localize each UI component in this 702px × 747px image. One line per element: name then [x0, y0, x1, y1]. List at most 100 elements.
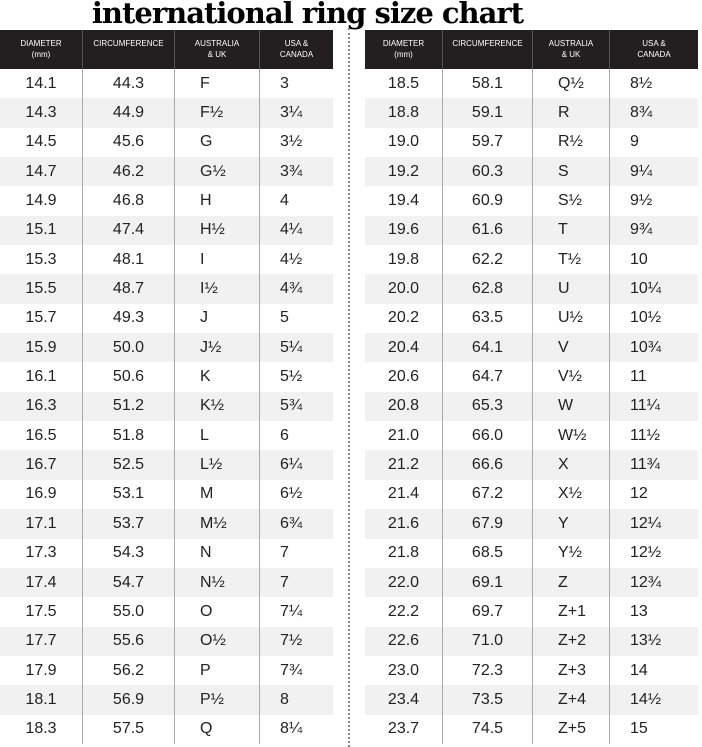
cell-australia-uk: I — [175, 245, 260, 275]
table-row: 14.3 44.9 F½ 3¼ — [0, 98, 333, 128]
cell-usa-canada: 8½ — [630, 74, 653, 92]
cell-diameter: 19.0 — [365, 127, 443, 158]
cell-circumference: 45.6 — [83, 127, 175, 158]
cell-diameter: 14.1 — [0, 69, 83, 99]
cell-usa-canada: 3¼ — [280, 104, 303, 122]
table-row: 18.3 57.5 Q 8¼ — [0, 714, 333, 744]
cell-usa-canada: 4½ — [280, 250, 303, 268]
cell-circumference: 67.9 — [443, 509, 533, 539]
table-row: 22.2 69.7 Z+1 13 — [365, 597, 698, 627]
cell-circumference: 59.1 — [443, 98, 533, 128]
cell-australia-uk: K — [175, 362, 260, 392]
table-row: 21.0 66.0 W½ 11½ — [365, 421, 698, 451]
cell-diameter: 19.4 — [365, 186, 443, 216]
cell-usa-canada: 8¾ — [630, 104, 653, 122]
ring-size-table-right: DIAMETER (mm) CIRCUMFERENCE AUSTRALIA & UK… — [365, 30, 698, 744]
cell-australia-uk: L½ — [175, 450, 260, 480]
header-usa-canada: USA & CANADA — [637, 39, 671, 59]
cell-circumference: 47.4 — [83, 215, 175, 246]
cell-circumference: 48.7 — [83, 274, 175, 304]
cell-circumference: 54.7 — [83, 567, 175, 598]
cell-diameter: 18.8 — [365, 98, 443, 128]
cell-australia-uk: Z+4 — [533, 685, 610, 715]
cell-diameter: 17.5 — [0, 597, 83, 627]
cell-diameter: 18.1 — [0, 685, 83, 715]
cell-diameter: 16.5 — [0, 421, 83, 451]
cell-diameter: 16.7 — [0, 450, 83, 480]
cell-australia-uk: T½ — [533, 245, 610, 275]
cell-circumference: 73.5 — [443, 685, 533, 715]
table-row: 21.6 67.9 Y 12¼ — [365, 509, 698, 539]
cell-usa-canada: 14 — [630, 661, 648, 679]
cell-australia-uk: K½ — [175, 391, 260, 422]
cell-diameter: 20.2 — [365, 303, 443, 334]
header-circumference: CIRCUMFERENCE — [83, 30, 175, 69]
table-row: 17.4 54.7 N½ 7 — [0, 567, 333, 598]
cell-australia-uk: Z+3 — [533, 655, 610, 686]
cell-australia-uk: X½ — [533, 479, 610, 510]
header-diameter: DIAMETER (mm) — [365, 30, 443, 69]
cell-australia-uk: R — [533, 98, 610, 128]
cell-diameter: 21.0 — [365, 421, 443, 451]
cell-circumference: 60.9 — [443, 186, 533, 216]
table-row: 14.1 44.3 F 3 — [0, 69, 333, 99]
ring-size-table-left: DIAMETER (mm) CIRCUMFERENCE AUSTRALIA & UK… — [0, 30, 333, 744]
cell-circumference: 58.1 — [443, 69, 533, 99]
table-row: 16.3 51.2 K½ 5¾ — [0, 391, 333, 422]
cell-circumference: 50.0 — [83, 333, 175, 363]
table-row: 18.8 59.1 R 8¾ — [365, 98, 698, 128]
cell-diameter: 21.2 — [365, 450, 443, 480]
cell-usa-canada: 10¼ — [630, 280, 662, 298]
cell-circumference: 55.6 — [83, 626, 175, 656]
cell-circumference: 74.5 — [443, 714, 533, 744]
table-row: 21.8 68.5 Y½ 12½ — [365, 538, 698, 568]
cell-usa-canada: 4¼ — [280, 221, 303, 239]
table-row: 15.3 48.1 I 4½ — [0, 245, 333, 275]
cell-diameter: 17.3 — [0, 538, 83, 568]
cell-usa-canada: 13 — [630, 602, 648, 620]
table-row: 16.7 52.5 L½ 6¼ — [0, 450, 333, 480]
cell-circumference: 64.7 — [443, 362, 533, 392]
header-circumference: CIRCUMFERENCE — [443, 30, 533, 69]
table-row: 15.7 49.3 J 5 — [0, 303, 333, 334]
cell-australia-uk: V — [533, 333, 610, 363]
table-row: 14.9 46.8 H 4 — [0, 186, 333, 216]
cell-circumference: 46.2 — [83, 157, 175, 187]
cell-circumference: 59.7 — [443, 127, 533, 158]
table-row: 18.1 56.9 P½ 8 — [0, 685, 333, 715]
table-row: 20.6 64.7 V½ 11 — [365, 362, 698, 392]
cell-circumference: 55.0 — [83, 597, 175, 627]
cell-usa-canada: 6¾ — [280, 514, 303, 532]
cell-usa-canada: 3½ — [280, 133, 303, 151]
cell-diameter: 20.6 — [365, 362, 443, 392]
cell-circumference: 46.8 — [83, 186, 175, 216]
cell-diameter: 23.4 — [365, 685, 443, 715]
cell-circumference: 56.9 — [83, 685, 175, 715]
cell-usa-canada: 4¾ — [280, 280, 303, 298]
cell-diameter: 14.5 — [0, 127, 83, 158]
cell-diameter: 14.9 — [0, 186, 83, 216]
cell-diameter: 18.3 — [0, 714, 83, 744]
table-header: DIAMETER (mm) CIRCUMFERENCE AUSTRALIA & UK… — [365, 30, 698, 69]
cell-australia-uk: M½ — [175, 509, 260, 539]
cell-circumference: 69.7 — [443, 597, 533, 627]
cell-australia-uk: T — [533, 215, 610, 246]
table-row: 19.8 62.2 T½ 10 — [365, 245, 698, 275]
header-diameter: DIAMETER (mm) — [0, 30, 83, 69]
table-row: 15.1 47.4 H½ 4¼ — [0, 215, 333, 246]
cell-usa-canada: 10½ — [630, 309, 662, 327]
table-row: 16.1 50.6 K 5½ — [0, 362, 333, 392]
table-row: 17.3 54.3 N 7 — [0, 538, 333, 568]
cell-australia-uk: J½ — [175, 333, 260, 363]
cell-usa-canada: 11¾ — [630, 456, 660, 474]
cell-usa-canada: 9 — [630, 133, 639, 151]
cell-circumference: 65.3 — [443, 391, 533, 422]
cell-usa-canada: 5¼ — [280, 338, 303, 356]
cell-circumference: 62.2 — [443, 245, 533, 275]
cell-usa-canada: 6½ — [280, 485, 303, 503]
cell-australia-uk: P — [175, 655, 260, 686]
dotted-divider — [348, 28, 350, 747]
table-row: 19.2 60.3 S 9¼ — [365, 157, 698, 187]
cell-diameter: 20.4 — [365, 333, 443, 363]
cell-australia-uk: M — [175, 479, 260, 510]
